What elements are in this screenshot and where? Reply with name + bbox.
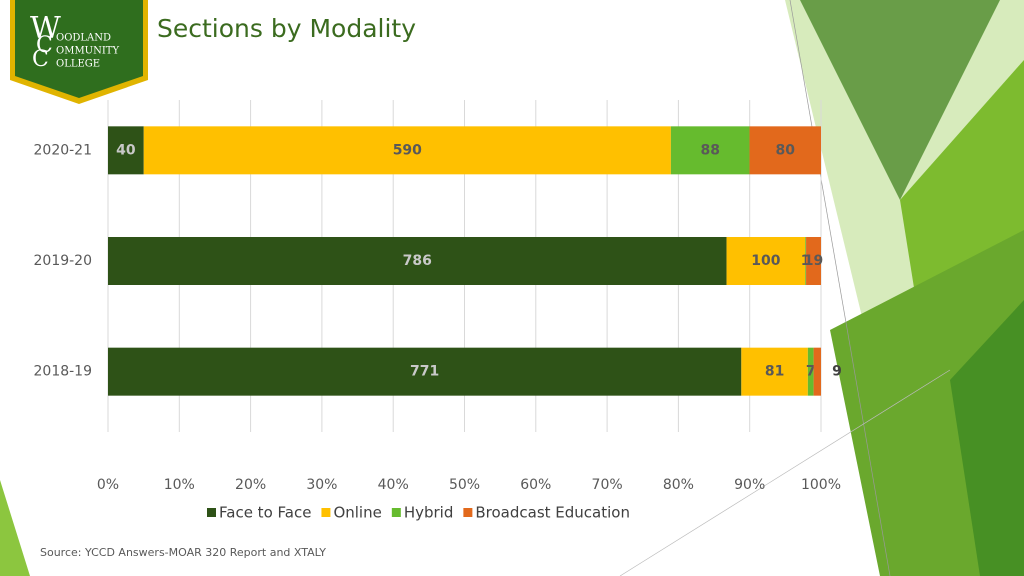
bar-segment bbox=[805, 237, 807, 285]
logo-initial: C bbox=[32, 47, 49, 72]
bar-segment bbox=[749, 126, 821, 175]
bar-segment bbox=[741, 347, 808, 396]
data-label: 1 bbox=[801, 253, 811, 269]
legend-label: Broadcast Education bbox=[475, 504, 630, 522]
legend-label: Online bbox=[333, 504, 381, 522]
source-note: Source: YCCD Answers-MOAR 320 Report and… bbox=[40, 546, 326, 559]
data-label: 7 bbox=[806, 364, 816, 380]
data-label: 88 bbox=[700, 142, 719, 158]
x-tick-label: 10% bbox=[164, 477, 195, 493]
bar-segment bbox=[806, 237, 821, 285]
bar-segment bbox=[807, 347, 814, 396]
data-label: 786 bbox=[403, 253, 432, 269]
x-tick-label: 70% bbox=[592, 477, 623, 493]
x-tick-label: 100% bbox=[801, 477, 841, 493]
data-label: 771 bbox=[410, 364, 439, 380]
bar-segment bbox=[670, 126, 750, 175]
x-tick-label: 20% bbox=[235, 477, 266, 493]
logo-text: OLLEGE bbox=[56, 59, 100, 70]
legend-swatch bbox=[207, 508, 216, 517]
logo-initial: C bbox=[36, 33, 53, 58]
x-tick-label: 0% bbox=[97, 477, 119, 493]
data-label: 100 bbox=[751, 253, 780, 269]
data-label: 9 bbox=[832, 364, 842, 380]
bar-segment bbox=[813, 347, 821, 396]
bar-segment bbox=[108, 126, 144, 175]
legend-label: Hybrid bbox=[404, 504, 454, 522]
y-tick-label: 2020-21 bbox=[34, 142, 93, 158]
x-tick-label: 60% bbox=[520, 477, 551, 493]
logo-text: OMMUNITY bbox=[56, 46, 119, 57]
bar-segment bbox=[143, 126, 671, 175]
y-tick-label: 2019-20 bbox=[34, 253, 93, 269]
x-tick-label: 90% bbox=[734, 477, 765, 493]
data-label: 80 bbox=[776, 142, 796, 158]
y-tick-label: 2018-19 bbox=[34, 364, 93, 380]
chart-title: Sections by Modality bbox=[157, 14, 416, 43]
legend-swatch bbox=[321, 508, 331, 517]
bar-segment bbox=[726, 237, 806, 285]
plot: 0% 10% 20% 30% 40% 50% 60% 70% 80% 90% 100% 2020-21… bbox=[34, 100, 842, 522]
bar-segment bbox=[108, 237, 727, 285]
data-label: 40 bbox=[116, 142, 136, 158]
logo: W C C OODLAND OMMUNITY OLLEGE bbox=[10, 0, 148, 104]
logo-initial: W bbox=[30, 11, 61, 46]
legend-swatch bbox=[463, 508, 473, 517]
x-tick-label: 40% bbox=[378, 477, 409, 493]
x-tick-label: 50% bbox=[449, 477, 480, 493]
legend-label: Face to Face bbox=[219, 504, 311, 522]
data-label: 19 bbox=[804, 253, 823, 269]
data-label: 590 bbox=[393, 142, 422, 158]
logo-text: OODLAND bbox=[56, 33, 111, 44]
data-label: 81 bbox=[765, 364, 784, 380]
x-tick-label: 30% bbox=[306, 477, 337, 493]
x-tick-label: 80% bbox=[663, 477, 694, 493]
legend-swatch bbox=[391, 508, 401, 517]
bar-segment bbox=[108, 347, 742, 396]
